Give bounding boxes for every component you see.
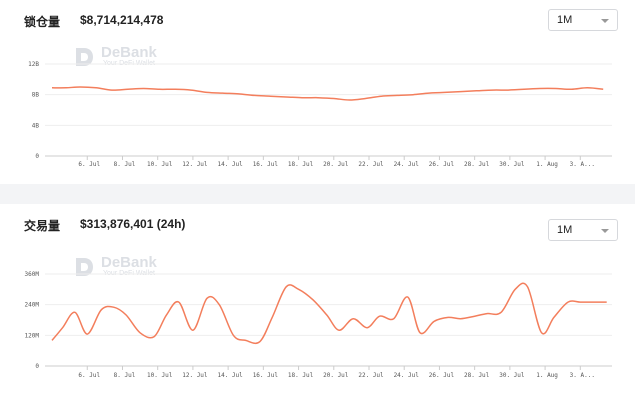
- x-tick-label: 24. Jul: [394, 372, 420, 379]
- series-line: [51, 282, 607, 345]
- y-tick-label: 0: [35, 153, 39, 160]
- x-tick-label: 14. Jul: [217, 161, 243, 168]
- tvl-value: $8,714,214,478: [80, 13, 164, 27]
- tvl-range-select[interactable]: 1M: [548, 9, 618, 31]
- x-tick-label: 10. Jul: [147, 161, 173, 168]
- x-tick-label: 22. Jul: [358, 161, 384, 168]
- series-line: [51, 86, 604, 101]
- chevron-down-icon: [601, 19, 609, 23]
- x-tick-label: 1. Aug: [536, 161, 558, 168]
- x-tick-label: 20. Jul: [323, 161, 349, 168]
- chevron-down-icon: [601, 229, 609, 233]
- y-tick-label: 240M: [25, 302, 40, 309]
- volume-range-select[interactable]: 1M: [548, 219, 618, 241]
- volume-panel: 交易量 $313,876,401 (24h) 1M DeBank Your De…: [0, 204, 635, 400]
- y-tick-label: 360M: [25, 271, 40, 278]
- volume-value: $313,876,401 (24h): [80, 217, 186, 231]
- x-tick-label: 28. Jul: [464, 372, 490, 379]
- panel-divider: [0, 184, 635, 204]
- x-tick-label: 18. Jul: [288, 161, 314, 168]
- x-tick-label: 10. Jul: [147, 372, 173, 379]
- x-tick-label: 3. A...: [570, 161, 595, 168]
- x-tick-label: 12. Jul: [182, 372, 208, 379]
- x-tick-label: 26. Jul: [429, 161, 455, 168]
- y-tick-label: 8B: [32, 92, 40, 99]
- tvl-line-chart: 0 4B 8B 12B 6. Jul 8. Jul 10. Jul 12. Jul 14. Ju…: [28, 61, 612, 168]
- tvl-range-value: 1M: [557, 14, 573, 26]
- volume-label: 交易量: [24, 219, 61, 233]
- x-tick-label: 28. Jul: [464, 161, 490, 168]
- volume-range-value: 1M: [557, 224, 573, 236]
- y-tick-label: 4B: [32, 122, 40, 129]
- y-tick-label: 120M: [25, 332, 40, 339]
- debank-logo-icon: [76, 48, 93, 66]
- tvl-label: 锁仓量: [24, 15, 61, 29]
- x-tick-label: 1. Aug: [536, 372, 558, 379]
- y-tick-label: 12B: [28, 61, 39, 68]
- x-tick-label: 20. Jul: [323, 372, 349, 379]
- x-tick-label: 16. Jul: [253, 372, 279, 379]
- x-tick-label: 26. Jul: [429, 372, 455, 379]
- x-tick-label: 8. Jul: [114, 161, 136, 168]
- watermark-title: DeBank: [101, 254, 157, 271]
- tvl-panel: 锁仓量 $8,714,214,478 1M DeBank Your DeFi W…: [0, 0, 635, 184]
- x-tick-label: 6. Jul: [78, 161, 100, 168]
- x-tick-label: 3. A...: [570, 372, 595, 379]
- y-tick-label: 0: [35, 363, 39, 370]
- x-tick-label: 12. Jul: [182, 161, 208, 168]
- x-tick-label: 30. Jul: [499, 372, 525, 379]
- x-tick-label: 24. Jul: [394, 161, 420, 168]
- x-tick-label: 16. Jul: [253, 161, 279, 168]
- watermark-title: DeBank: [101, 44, 157, 61]
- x-tick-label: 8. Jul: [114, 372, 136, 379]
- x-tick-label: 14. Jul: [217, 372, 243, 379]
- x-tick-label: 22. Jul: [358, 372, 384, 379]
- x-tick-label: 6. Jul: [78, 372, 100, 379]
- volume-line-chart: 0 120M 240M 360M 6. Jul 8. Jul 10. Jul 12. Jul 1…: [25, 271, 612, 379]
- debank-logo-icon: [76, 258, 93, 276]
- x-tick-label: 30. Jul: [499, 161, 525, 168]
- x-tick-label: 18. Jul: [288, 372, 314, 379]
